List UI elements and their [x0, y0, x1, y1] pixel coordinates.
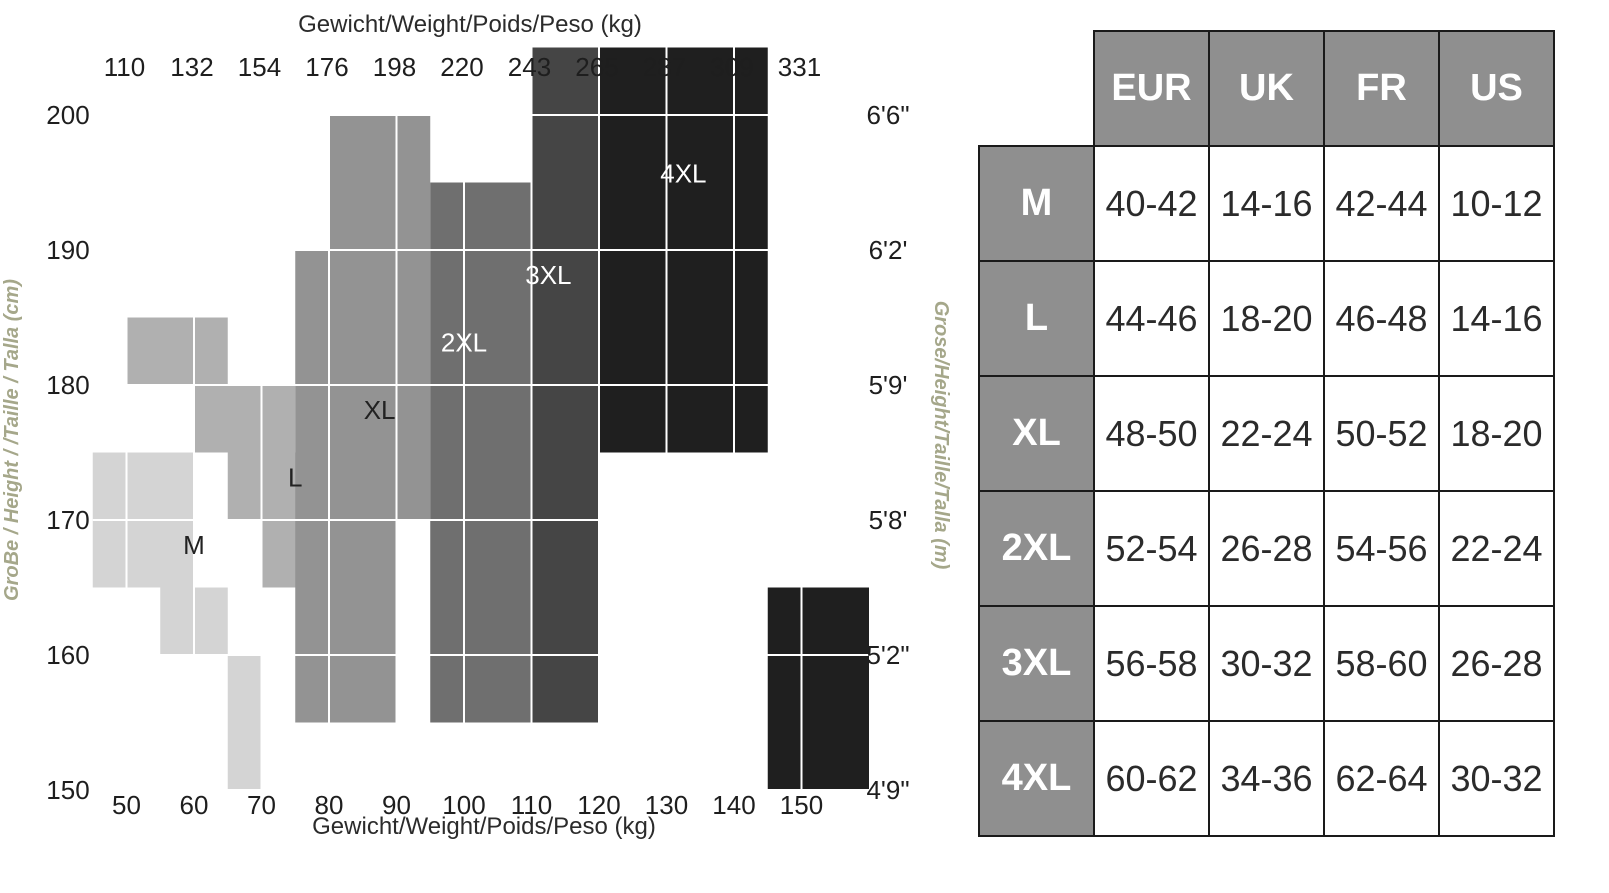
x-top-tick-label: 331	[778, 52, 821, 82]
row-header-size: 3XL	[978, 605, 1095, 722]
size-label-4xl: 4XL	[660, 159, 706, 189]
x-top-tick-label: 243	[508, 52, 551, 82]
y-right-tick-label: 6'2'	[869, 235, 908, 265]
size-label-l: L	[288, 462, 302, 492]
table-cell-uk: 22-24	[1208, 375, 1325, 492]
size-region-cell-4xl	[767, 587, 869, 790]
row-header-size: L	[978, 260, 1095, 377]
table-cell-uk: 18-20	[1208, 260, 1325, 377]
table-cell-eur: 56-58	[1093, 605, 1210, 722]
y-tick-label: 160	[46, 640, 89, 670]
size-region-cell-2xl	[430, 182, 532, 723]
x-tick-label: 150	[780, 790, 823, 820]
axis-ticks: 50 60 70 80 90 100 110 120 130 140 150 110 132 154 176…	[46, 52, 909, 820]
size-region-cell-l	[194, 385, 296, 453]
size-heatmap-chart: M L XL 2XL 3XL 4XL 50 60 70 80 90 100 110 120 130 140 1…	[1, 11, 952, 840]
x-tick-label: 120	[577, 790, 620, 820]
size-region-cell-m	[227, 655, 262, 790]
column-header-uk: UK	[1208, 30, 1325, 147]
table-row: XL 48-50 22-24 50-52 18-20	[978, 375, 1555, 492]
table-cell-fr: 54-56	[1323, 490, 1440, 607]
x-tick-label: 110	[511, 790, 552, 820]
x-axis-title-top: Gewicht/Weight/Poids/Peso (kg)	[298, 11, 642, 38]
x-top-tick-label: 176	[305, 52, 348, 82]
size-zone-labels: M L XL 2XL 3XL 4XL	[183, 159, 706, 560]
x-top-tick-label: 198	[373, 52, 416, 82]
y-tick-label: 150	[46, 775, 89, 805]
table-cell-fr: 58-60	[1323, 605, 1440, 722]
table-cell-uk: 30-32	[1208, 605, 1325, 722]
row-header-size: 4XL	[978, 720, 1095, 837]
table-cell-fr: 62-64	[1323, 720, 1440, 837]
row-header-size: M	[978, 145, 1095, 262]
table-cell-fr: 46-48	[1323, 260, 1440, 377]
table-row: 2XL 52-54 26-28 54-56 22-24	[978, 490, 1555, 607]
table-cell-eur: 48-50	[1093, 375, 1210, 492]
heatmap-cells	[92, 47, 869, 790]
table-cell-fr: 50-52	[1323, 375, 1440, 492]
table-cell-eur: 40-42	[1093, 145, 1210, 262]
table-cell-us: 10-12	[1438, 145, 1555, 262]
y-tick-label: 190	[46, 235, 89, 265]
y-axis-title-right: Grose/Height/Taille/Talla (m)	[930, 301, 952, 570]
size-label-m: M	[183, 530, 205, 560]
table-header-row: EUR UK FR US	[979, 30, 1555, 147]
table-cell-us: 26-28	[1438, 605, 1555, 722]
column-header-fr: FR	[1323, 30, 1440, 147]
x-top-tick-label: 287	[643, 52, 686, 82]
x-axis-title-bottom: Gewicht/Weight/Poids/Peso (kg)	[312, 813, 656, 840]
x-tick-label: 100	[442, 790, 485, 820]
table-row: M 40-42 14-16 42-44 10-12	[978, 145, 1555, 262]
table-cell-uk: 26-28	[1208, 490, 1325, 607]
size-label-3xl: 3XL	[525, 260, 571, 290]
x-top-tick-label: 110	[104, 52, 145, 82]
heatmap-grid	[92, 47, 869, 791]
x-top-tick-label: 309	[710, 52, 753, 82]
y-tick-label: 200	[46, 100, 89, 130]
table-cell-uk: 14-16	[1208, 145, 1325, 262]
x-tick-label: 50	[112, 790, 141, 820]
x-tick-label: 130	[645, 790, 688, 820]
table-cell-us: 14-16	[1438, 260, 1555, 377]
size-label-2xl: 2XL	[441, 327, 487, 357]
table-cell-eur: 44-46	[1093, 260, 1210, 377]
x-top-tick-label: 154	[238, 52, 281, 82]
row-header-size: 2XL	[978, 490, 1095, 607]
column-header-eur: EUR	[1093, 30, 1210, 147]
y-tick-label: 180	[46, 370, 89, 400]
size-region-cell-l	[126, 317, 228, 385]
table-cell-us: 18-20	[1438, 375, 1555, 492]
table-cell-fr: 42-44	[1323, 145, 1440, 262]
x-tick-label: 70	[247, 790, 276, 820]
y-tick-label: 170	[46, 505, 89, 535]
row-header-size: XL	[978, 375, 1095, 492]
x-top-tick-label: 132	[170, 52, 213, 82]
x-tick-label: 90	[382, 790, 411, 820]
x-tick-label: 60	[180, 790, 209, 820]
x-top-tick-label: 265	[575, 52, 618, 82]
table-cell-us: 30-32	[1438, 720, 1555, 837]
y-right-tick-label: 5'2"	[866, 640, 909, 670]
table-corner	[979, 31, 1094, 146]
x-tick-label: 80	[315, 790, 344, 820]
size-label-xl: XL	[364, 395, 396, 425]
table-cell-eur: 52-54	[1093, 490, 1210, 607]
table-row: 4XL 60-62 34-36 62-64 30-32	[978, 720, 1555, 837]
table-row: 3XL 56-58 30-32 58-60 26-28	[978, 605, 1555, 722]
x-top-tick-label: 220	[440, 52, 483, 82]
table-cell-us: 22-24	[1438, 490, 1555, 607]
size-conversion-table: EUR UK FR US M 40-42 14-16 42-44 10-12 L…	[978, 30, 1555, 837]
table-cell-eur: 60-62	[1093, 720, 1210, 837]
y-right-tick-label: 5'9'	[869, 370, 908, 400]
y-right-tick-label: 6'6"	[866, 100, 909, 130]
column-header-us: US	[1438, 30, 1555, 147]
table-row: L 44-46 18-20 46-48 14-16	[978, 260, 1555, 377]
size-region-cell-xl	[329, 115, 431, 520]
y-right-tick-label: 4'9"	[866, 775, 909, 805]
x-tick-label: 140	[712, 790, 755, 820]
size-chart-graphic: M L XL 2XL 3XL 4XL 50 60 70 80 90 100 110 120 130 140 1…	[1, 11, 952, 840]
table-cell-uk: 34-36	[1208, 720, 1325, 837]
y-axis-title-left: GroBe / Height / /Taille / Talla (cm)	[1, 279, 23, 601]
y-right-tick-label: 5'8'	[869, 505, 908, 535]
